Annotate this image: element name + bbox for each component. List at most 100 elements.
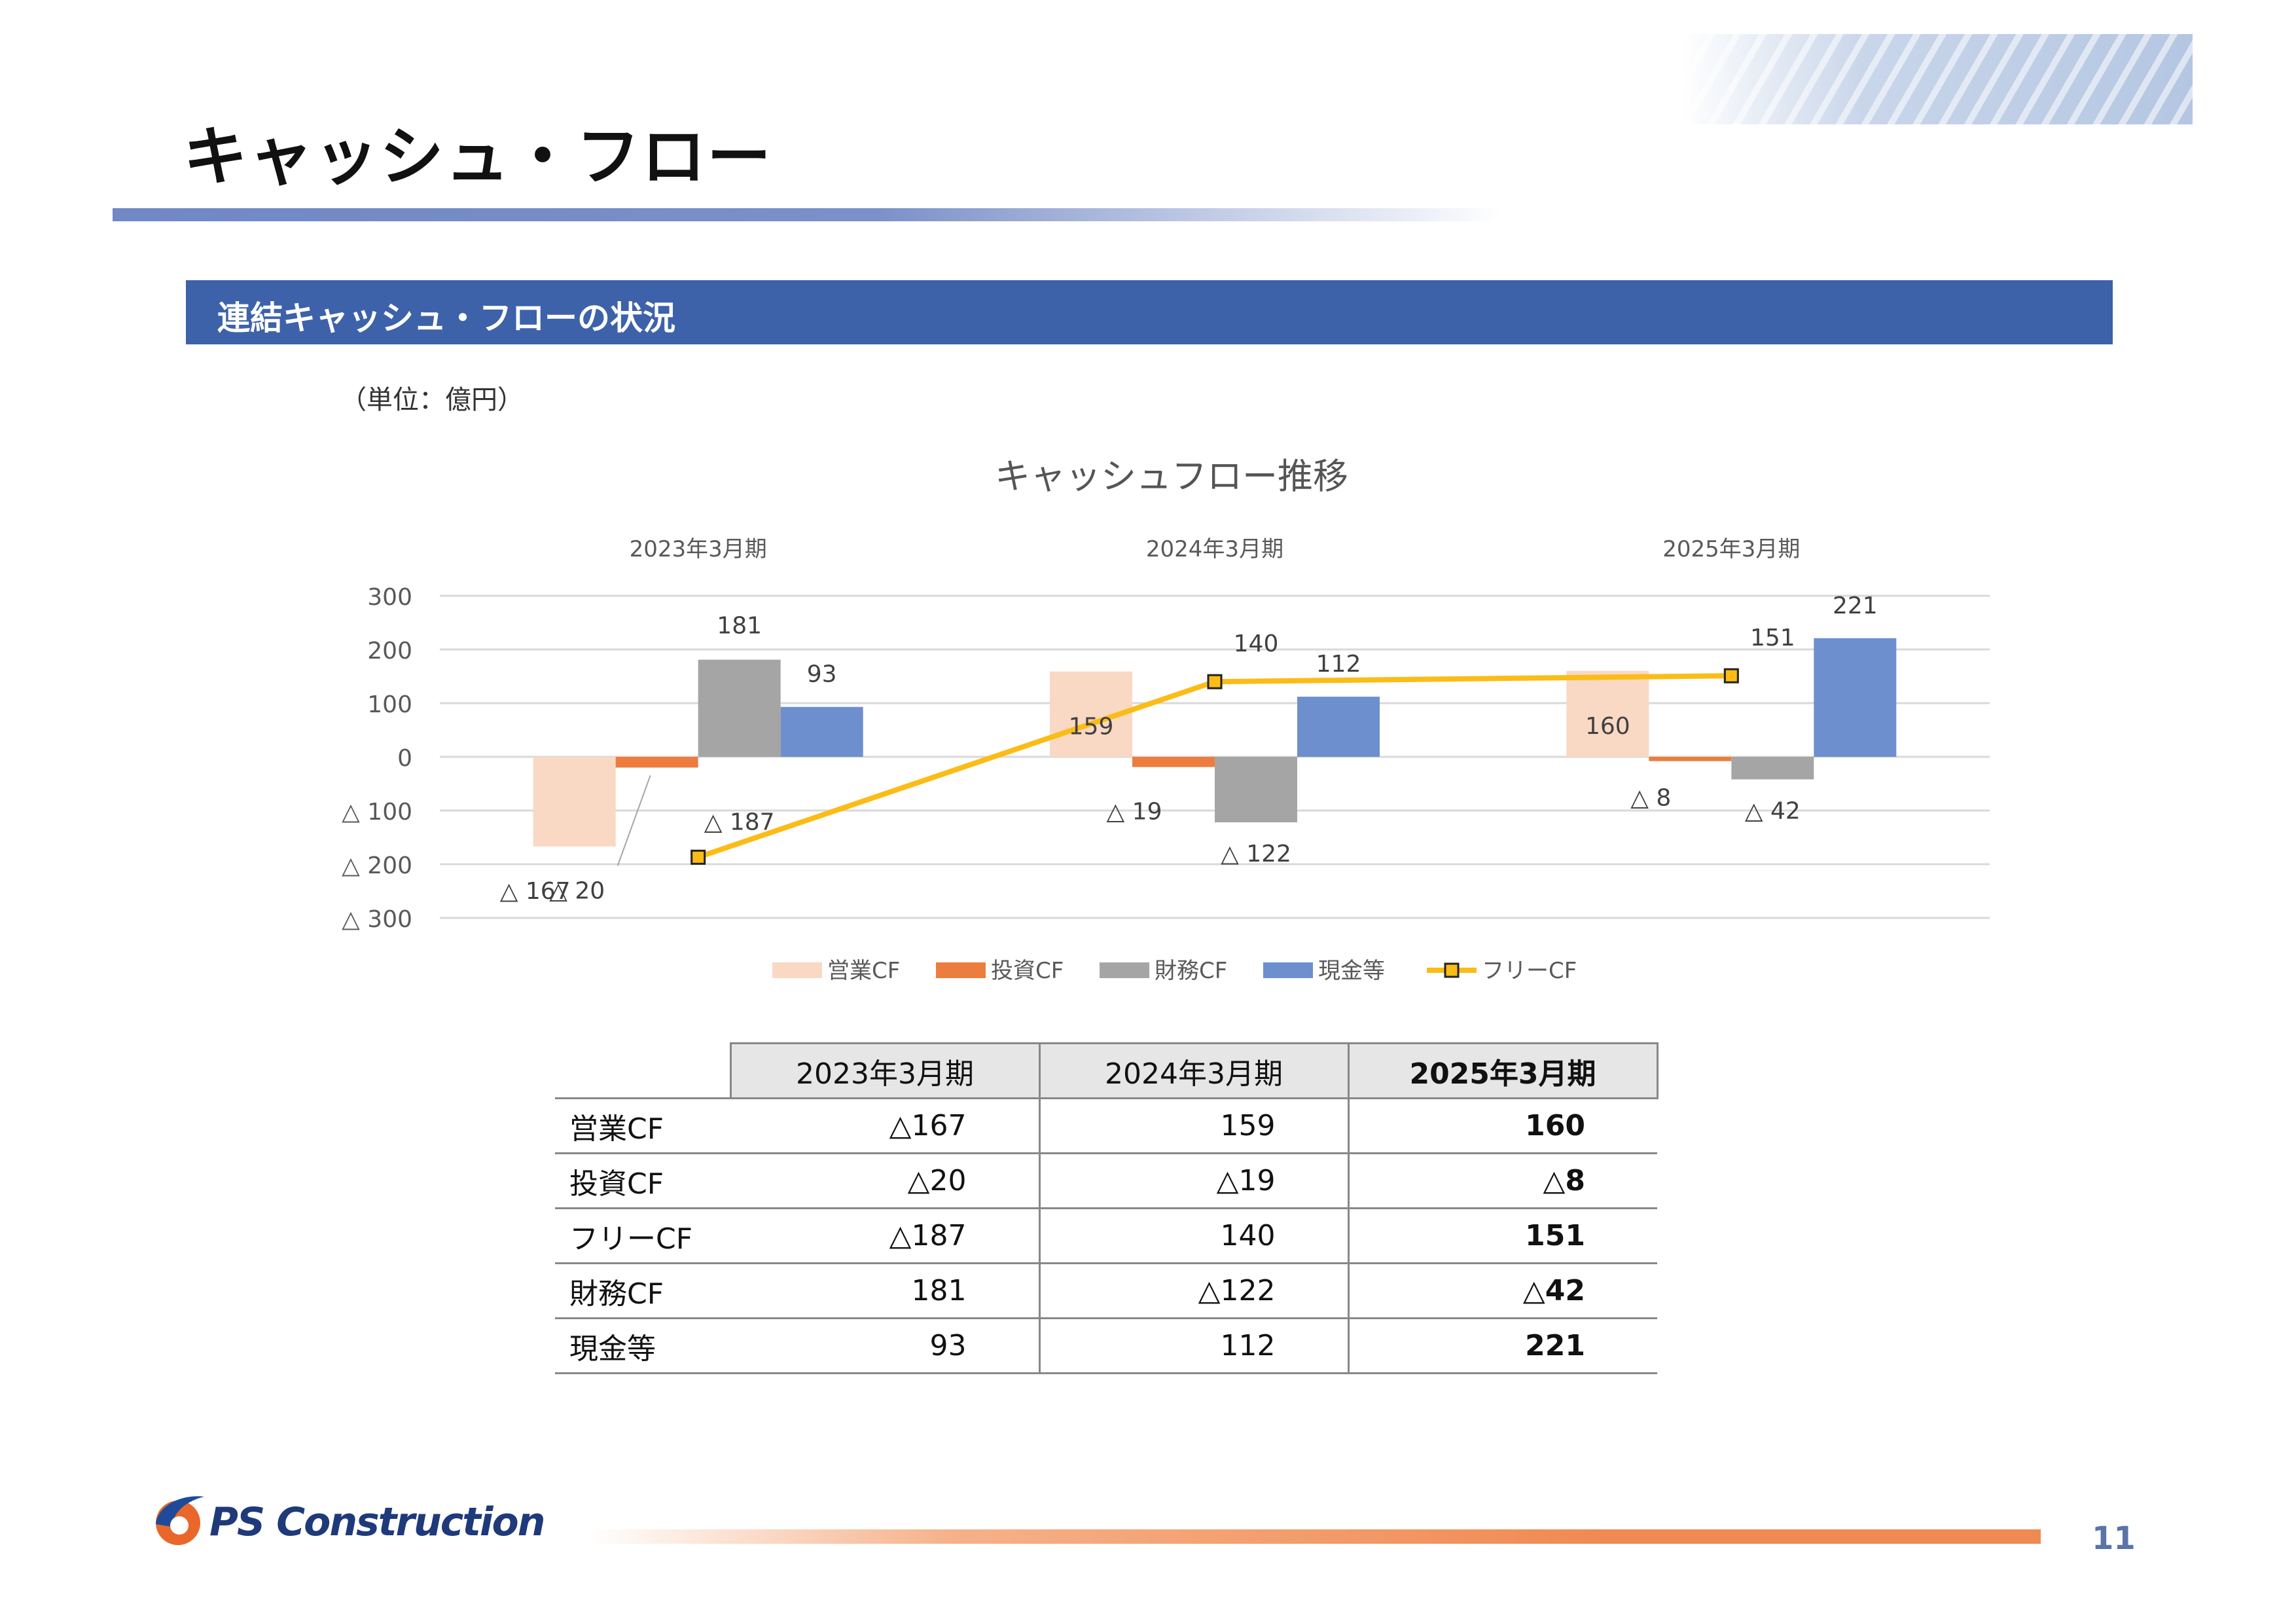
footer-rule (589, 1529, 2041, 1544)
table-cell: 160 (1347, 1098, 1657, 1154)
chart-bar (698, 659, 781, 757)
chart-y-tick-label: 300 (367, 584, 412, 611)
chart-bar (1132, 757, 1215, 767)
chart-categories: 2023年3月期 2024年3月期 2025年3月期 (630, 536, 1801, 562)
chart-y-ticks: 300 200 100 0 △ 100 △ 200 △ 300 (342, 584, 412, 933)
chart-line (691, 668, 1739, 865)
table-header: 2025年3月期 (1347, 1042, 1659, 1099)
table-row: 営業CF △167 159 160 (555, 1098, 1657, 1154)
chart-bar (1814, 638, 1897, 757)
title-underline (113, 208, 1500, 221)
table-cell: 93 (730, 1318, 1039, 1374)
chart-category-label: 2023年3月期 (630, 536, 767, 562)
chart-data-label: 112 (1316, 651, 1361, 678)
table-cell: 112 (1038, 1318, 1348, 1374)
table-header-row: 2023年3月期 2024年3月期 2025年3月期 (555, 1042, 1659, 1099)
chart-data-label: △ 122 (1221, 841, 1291, 867)
chart-data-label: 140 (1234, 630, 1279, 657)
chart-legend-marker (1444, 962, 1460, 978)
table-cell: △8 (1347, 1153, 1657, 1209)
table-cell: △122 (1038, 1263, 1348, 1319)
chart-bar (1297, 697, 1380, 757)
chart-bar (1566, 670, 1649, 757)
chart-data-label: 151 (1750, 625, 1795, 651)
company-logo-text: PS Construction (209, 1499, 545, 1545)
chart-data-label: △ 19 (1107, 799, 1162, 826)
section-title: 連結キャッシュ・フローの状況 (217, 299, 675, 337)
table-row: フリーCF △187 140 151 (555, 1208, 1657, 1264)
chart-bars (533, 638, 1897, 847)
chart-y-tick-label: 0 (397, 745, 412, 772)
chart-bar (780, 706, 863, 757)
table-row-label: 財務CF (555, 1263, 730, 1319)
table-header: 2023年3月期 (729, 1042, 1039, 1099)
chart-legend-swatch (772, 962, 822, 978)
chart-data-label: 221 (1833, 593, 1878, 619)
chart-title: キャッシュフロー推移 (995, 456, 1348, 497)
table-cell: △20 (730, 1153, 1039, 1209)
table-row-label: フリーCF (555, 1208, 730, 1264)
chart-category-label: 2025年3月期 (1662, 536, 1800, 562)
chart-legend-swatch (936, 962, 986, 978)
table-cell: 221 (1347, 1318, 1657, 1374)
chart-y-tick-label: 200 (367, 638, 412, 665)
table-cell: △167 (730, 1098, 1039, 1154)
table-row-label: 投資CF (555, 1153, 730, 1209)
chart-data-label: △ 20 (549, 877, 605, 904)
cash-flow-table: 2023年3月期 2024年3月期 2025年3月期 営業CF △167 159… (555, 1042, 1659, 1374)
table-cell: △19 (1038, 1153, 1348, 1209)
header-decoration (1682, 34, 2193, 124)
table-cell: 181 (730, 1263, 1039, 1319)
table-cell: △42 (1347, 1263, 1657, 1319)
chart-data-label: 159 (1069, 714, 1114, 740)
table-row: 財務CF 181 △122 △42 (555, 1263, 1657, 1319)
chart-point (691, 849, 706, 865)
section-header-bar (186, 280, 2113, 344)
chart-point (1207, 674, 1223, 689)
table-cell: 140 (1038, 1208, 1348, 1264)
table-cell: △187 (730, 1208, 1039, 1264)
chart-data-labels: △ 167 159 160 △ 20 △ 19 △ 8 181 △ 122 △ 42 93 112 2… (500, 593, 1878, 905)
chart-legend-label: 現金等 (1318, 958, 1385, 984)
chart-legend-swatch (1263, 962, 1313, 978)
chart-bar (1649, 757, 1732, 761)
company-logo-icon (156, 1496, 204, 1545)
chart-data-label: 93 (807, 661, 837, 688)
table-row: 現金等 93 112 221 (555, 1318, 1657, 1374)
chart-category-label: 2024年3月期 (1146, 536, 1283, 562)
table-row-label: 現金等 (555, 1318, 730, 1374)
chart-leader-line (617, 775, 651, 866)
page-number: 11 (2092, 1520, 2136, 1557)
chart-legend-swatch (1100, 962, 1149, 978)
chart-y-tick-label: △ 100 (342, 799, 412, 826)
chart-legend: 営業CF 投資CF 財務CF 現金等 フリーCF (772, 958, 1577, 984)
table-cell: 151 (1347, 1208, 1657, 1264)
chart-data-label: △ 187 (704, 809, 775, 835)
chart-bar (1731, 757, 1814, 780)
chart-bar (533, 757, 616, 847)
chart-y-tick-label: △ 300 (342, 906, 412, 933)
table-corner (555, 1043, 730, 1099)
cash-flow-chart: 300 200 100 0 △ 100 △ 200 △ 300 △ 167 159 160 △ 2… (342, 456, 1990, 984)
chart-y-tick-label: △ 200 (342, 852, 412, 879)
chart-legend-label: 財務CF (1155, 958, 1227, 984)
chart-legend-label: 営業CF (827, 958, 900, 984)
unit-note: （単位：億円） (340, 385, 524, 415)
chart-data-label: 181 (717, 613, 762, 640)
chart-y-tick-label: 100 (367, 691, 412, 718)
chart-data-label: △ 167 (500, 878, 571, 905)
table-header: 2024年3月期 (1038, 1042, 1348, 1099)
chart-legend-label: 投資CF (991, 958, 1064, 984)
chart-point (1723, 668, 1739, 684)
chart-legend-label: フリーCF (1482, 958, 1577, 984)
table-row: 投資CF △20 △19 △8 (555, 1153, 1657, 1209)
chart-data-label: 160 (1585, 713, 1630, 740)
chart-gridlines (440, 594, 1990, 919)
table-row-label: 営業CF (555, 1098, 730, 1154)
table-cell: 159 (1038, 1098, 1348, 1154)
page-title: キャッシュ・フロー (183, 120, 773, 194)
chart-data-label: △ 42 (1745, 797, 1801, 824)
chart-data-label: △ 8 (1630, 785, 1671, 812)
chart-bar (615, 757, 698, 768)
chart-bar (1215, 757, 1297, 823)
